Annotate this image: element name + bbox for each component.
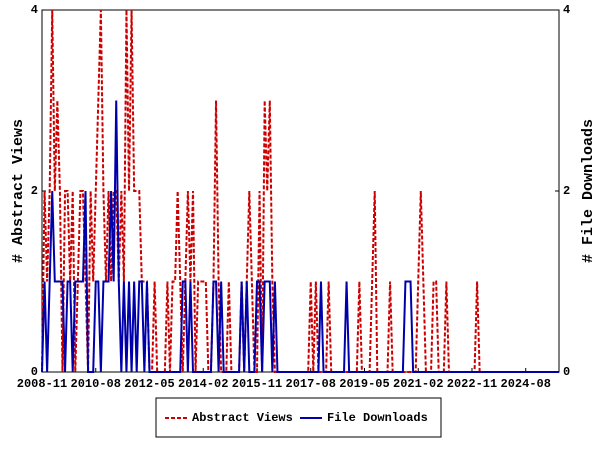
y2-tick-label: 4 [563, 3, 570, 17]
y2-tick-label: 2 [563, 184, 570, 198]
y-tick-label: 2 [31, 184, 38, 198]
x-tick-label: 2024-08 [501, 377, 551, 391]
x-tick-label: 2012-05 [124, 377, 174, 391]
x-tick-label: 2008-11 [17, 377, 67, 391]
x-tick-label: 2021-02 [393, 377, 443, 391]
x-tick-label: 2014-02 [178, 377, 228, 391]
x-tick-label: 2022-11 [447, 377, 497, 391]
x-tick-label: 2015-11 [232, 377, 282, 391]
series-line [41, 100, 559, 373]
x-tick-label: 2017-08 [286, 377, 336, 391]
legend-label: File Downloads [327, 411, 428, 425]
x-tick-label: 2019-05 [339, 377, 389, 391]
y2-axis-label: # File Downloads [580, 119, 597, 263]
x-tick-label: 2010-08 [71, 377, 121, 391]
legend-label: Abstract Views [192, 411, 293, 425]
y-axis-label: # Abstract Views [10, 119, 27, 263]
y2-tick-label: 0 [563, 365, 570, 379]
y-tick-label: 0 [31, 365, 38, 379]
legend [155, 397, 442, 438]
y-tick-label: 4 [31, 3, 38, 17]
